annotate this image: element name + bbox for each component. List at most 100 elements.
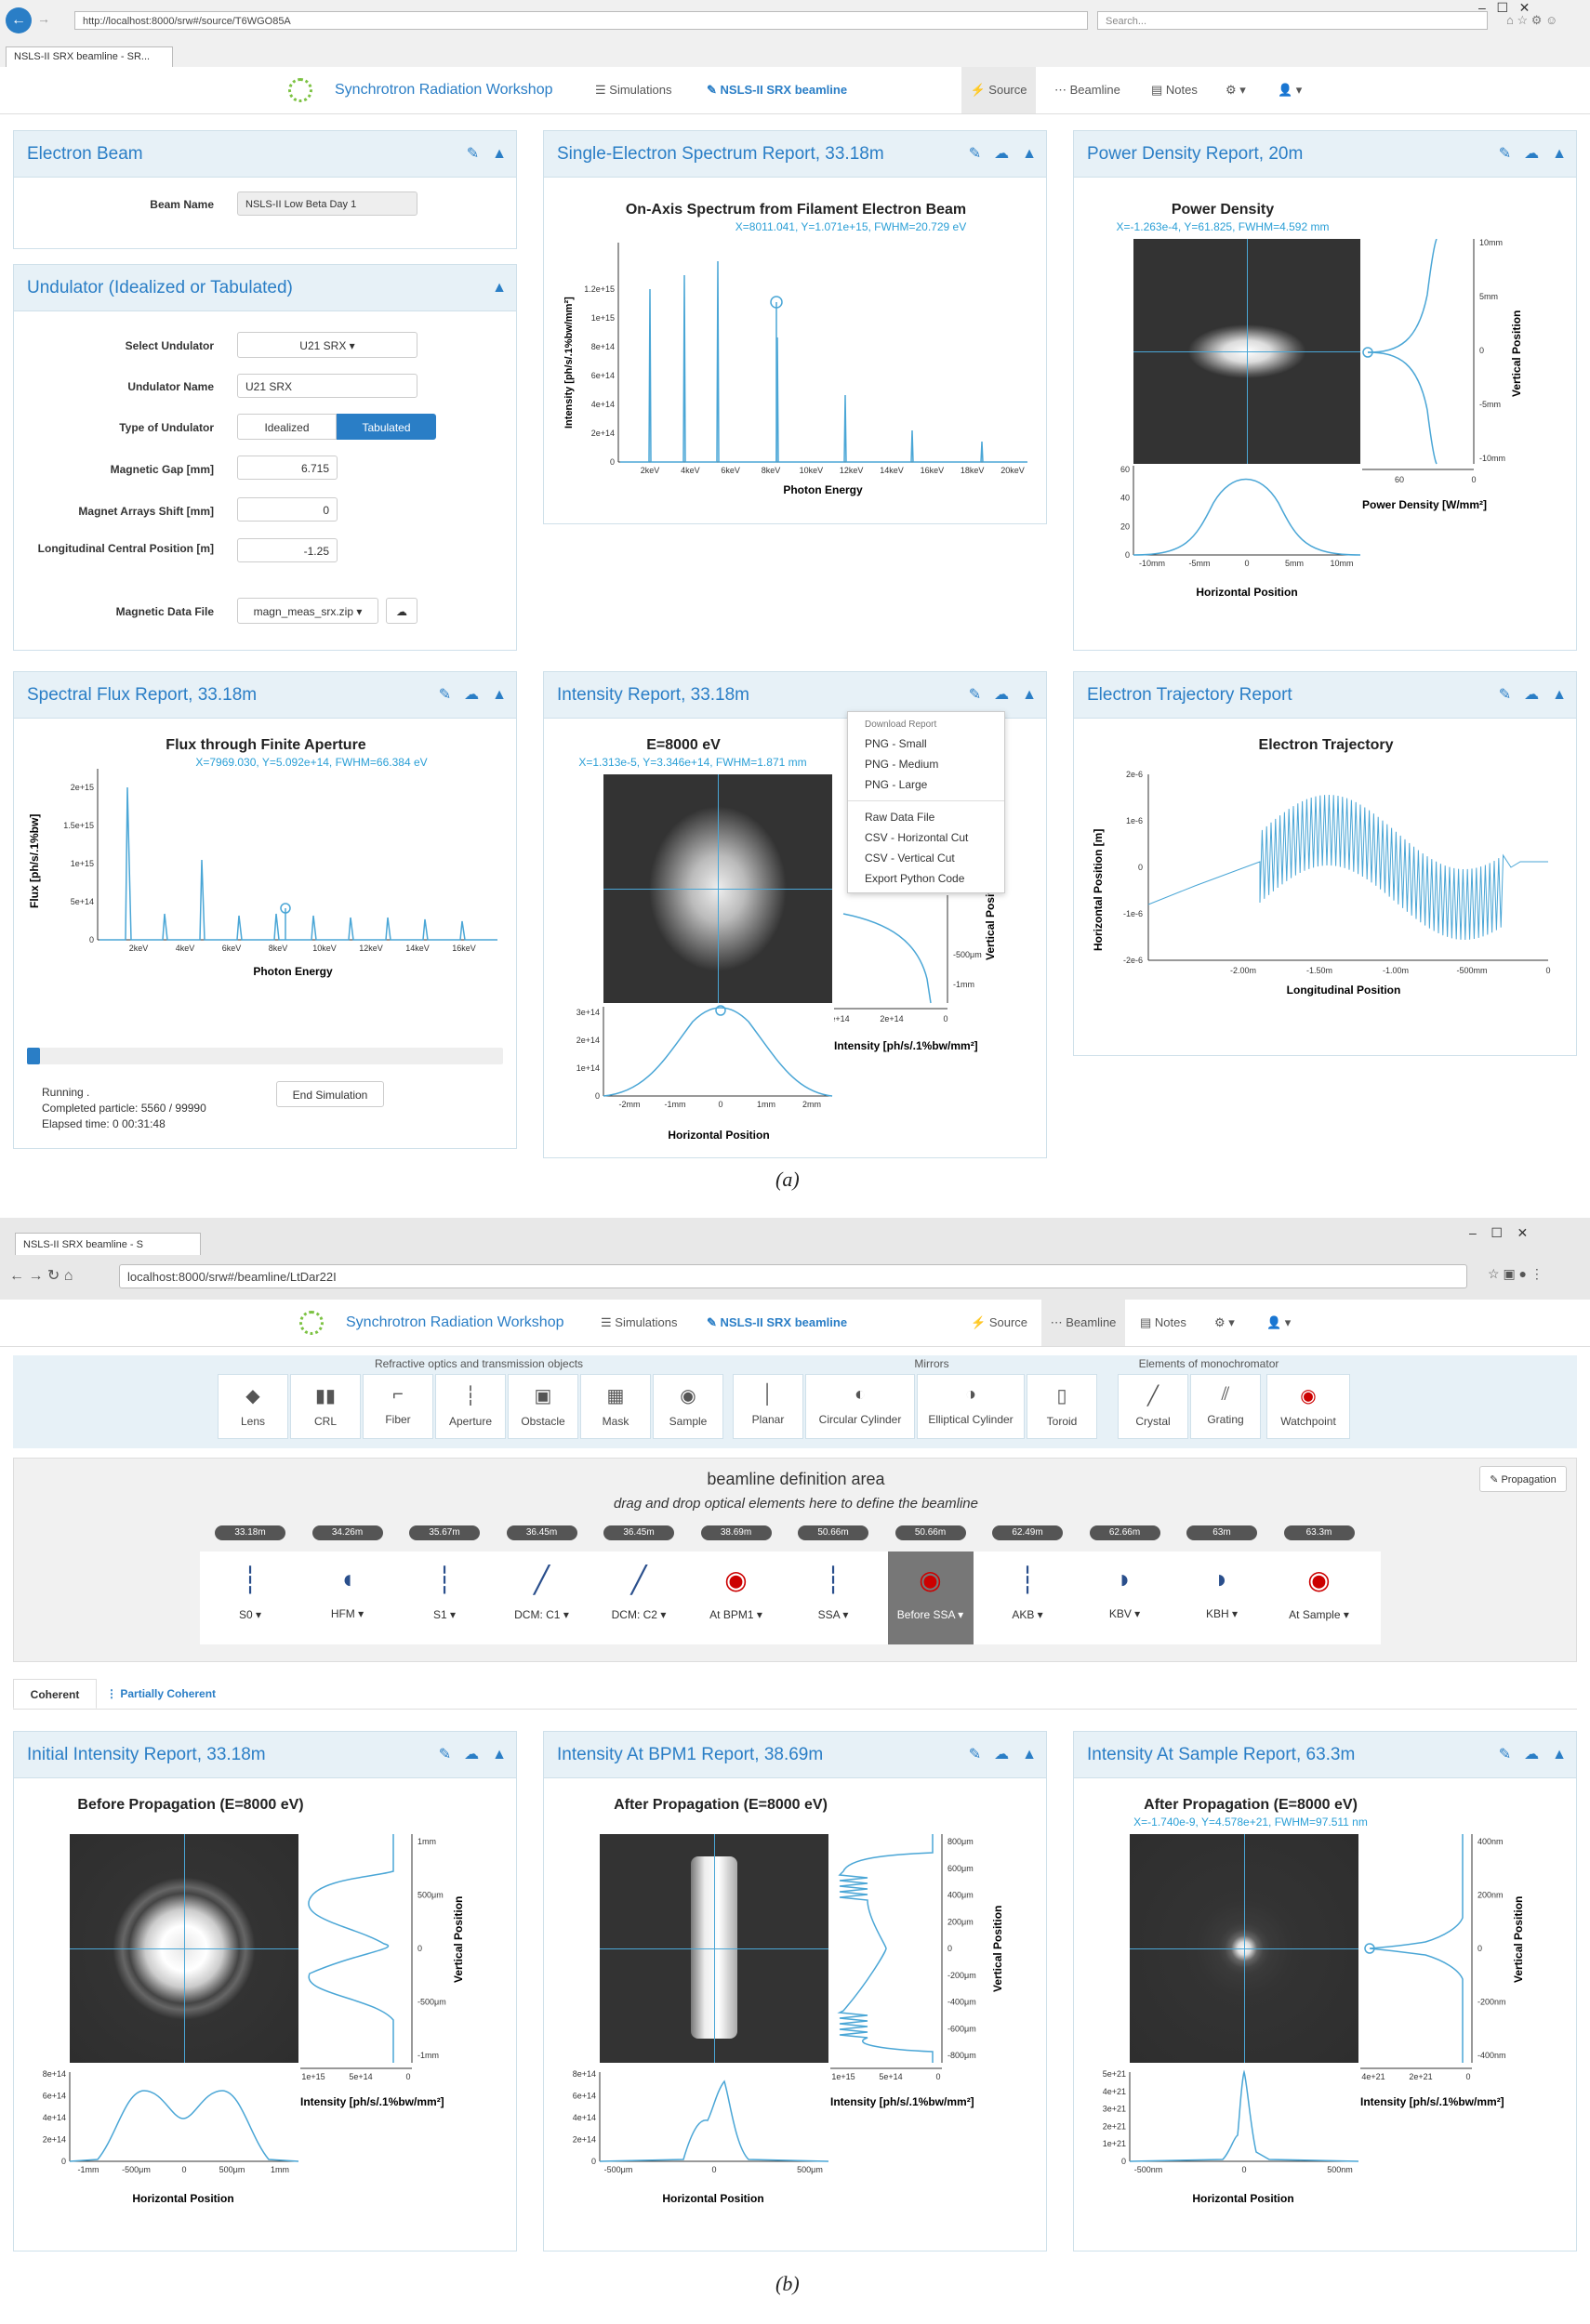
element-name[interactable]: HFM ▾ [330,1607,364,1620]
tool-grating[interactable]: ⫽ Grating [1190,1374,1261,1439]
download-icon[interactable]: ☁ [464,1747,480,1763]
beamline-element[interactable]: ┆ AKB ▾ [985,1552,1070,1644]
edit-icon[interactable]: ✎ [438,1747,452,1763]
type-idealized-button[interactable]: Idealized [237,414,337,440]
collapse-icon[interactable]: ▲ [492,146,507,162]
nav-source[interactable]: ⚡ Source [961,67,1036,113]
beam-name-field[interactable]: NSLS-II Low Beta Day 1 [237,191,417,216]
browser-icons[interactable]: ⌂ ☆ ⚙ ☺ [1506,13,1558,27]
beamline-element[interactable]: ╱ DCM: C2 ▾ [596,1552,682,1644]
tool-aperture[interactable]: ┆ Aperture [435,1374,506,1439]
tool-elliptical-cylinder[interactable]: ◑ Elliptical Cylinder [917,1374,1025,1439]
download-icon[interactable]: ☁ [1524,687,1540,703]
gap-field[interactable]: 6.715 [237,456,338,480]
user-icon[interactable]: 👤 ▾ [1266,1315,1292,1329]
beamline-element[interactable]: ╱ DCM: C1 ▾ [499,1552,585,1644]
edit-icon[interactable]: ✎ [968,146,982,162]
download-icon[interactable]: ☁ [994,687,1010,703]
forward-icon[interactable]: → [37,11,50,26]
beamline-element[interactable]: ┆ S0 ▾ [207,1552,293,1644]
tool-mask[interactable]: ▦ Mask [580,1374,651,1439]
tool-fiber[interactable]: ⌐ Fiber [363,1374,433,1439]
browser-search-input[interactable]: Search... [1097,11,1488,30]
nav-beamline[interactable]: ⋯ Beamline [1054,83,1120,97]
nav-notes[interactable]: ▤ Notes [1140,1315,1186,1329]
element-name[interactable]: At Sample ▾ [1289,1608,1349,1621]
menu-png-small[interactable]: PNG - Small [865,737,927,750]
tab-partially-coherent[interactable]: ⋮ Partially Coherent [106,1687,217,1700]
beamline-element[interactable]: ◉ At BPM1 ▾ [694,1552,779,1644]
propagation-button[interactable]: ✎ Propagation [1479,1466,1567,1492]
nav-source[interactable]: ⚡ Source [971,1315,1028,1329]
browser-icons[interactable]: ☆ ▣ ● ⋮ [1488,1266,1544,1281]
user-icon[interactable]: 👤 ▾ [1278,83,1303,97]
element-name[interactable]: S1 ▾ [432,1608,457,1621]
tool-toroid[interactable]: ▯ Toroid [1027,1374,1097,1439]
beamline-element[interactable]: ┆ S1 ▾ [402,1552,487,1644]
brand-title[interactable]: Synchrotron Radiation Workshop [335,82,553,98]
nav-simulations[interactable]: ☰ Simulations [595,83,672,97]
element-name[interactable]: S0 ▾ [238,1608,262,1621]
element-name[interactable]: At BPM1 ▾ [709,1608,762,1621]
brand-title[interactable]: Synchrotron Radiation Workshop [346,1314,564,1330]
menu-png-large[interactable]: PNG - Large [865,778,928,791]
tool-crl[interactable]: ▮▮ CRL [290,1374,361,1439]
download-icon[interactable]: ☁ [994,146,1010,162]
element-name[interactable]: DCM: C2 ▾ [611,1608,667,1621]
back-icon[interactable]: ← [6,7,32,33]
nav-notes[interactable]: ▤ Notes [1151,83,1198,97]
tool-lens[interactable]: ◆ Lens [218,1374,288,1439]
collapse-icon[interactable]: ▲ [1022,1747,1037,1763]
browser-tab[interactable]: NSLS-II SRX beamline - S [15,1233,201,1255]
beamline-definition-area[interactable]: beamline definition area drag and drop o… [13,1458,1577,1662]
beamline-element[interactable]: ◉ At Sample ▾ [1277,1552,1362,1644]
menu-export-python[interactable]: Export Python Code [865,872,965,885]
element-name[interactable]: KBV ▾ [1108,1607,1141,1620]
undulator-name-field[interactable]: U21 SRX [237,374,417,398]
nav-beamline[interactable]: ⋯ Beamline [1041,1300,1125,1346]
tab-coherent[interactable]: Coherent [13,1679,97,1709]
edit-icon[interactable]: ✎ [1498,1747,1512,1763]
element-name[interactable]: DCM: C1 ▾ [514,1608,569,1621]
menu-png-medium[interactable]: PNG - Medium [865,758,939,771]
menu-raw-data[interactable]: Raw Data File [865,811,935,824]
element-name[interactable]: KBH ▾ [1205,1607,1239,1620]
menu-csv-horizontal[interactable]: CSV - Horizontal Cut [865,831,969,844]
window-controls[interactable]: – ☐ ✕ [1469,1225,1529,1240]
select-undulator-dropdown[interactable]: U21 SRX ▾ [237,332,417,358]
address-bar[interactable]: http://localhost:8000/srw#/source/T6WGO8… [74,11,1088,30]
tool-circular-cylinder[interactable]: ◐ Circular Cylinder [805,1374,915,1439]
beamline-element[interactable]: ◉ Before SSA ▾ [887,1552,974,1644]
download-icon[interactable]: ☁ [1524,1747,1540,1763]
position-field[interactable]: -1.25 [237,538,338,562]
collapse-icon[interactable]: ▲ [492,687,507,703]
beamline-element[interactable]: ┆ SSA ▾ [790,1552,876,1644]
tool-sample[interactable]: ◉ Sample [653,1374,723,1439]
collapse-icon[interactable]: ▲ [1022,687,1037,703]
collapse-icon[interactable]: ▲ [1552,1747,1567,1763]
nav-sim-name[interactable]: ✎ NSLS-II SRX beamline [707,1315,848,1329]
collapse-icon[interactable]: ▲ [492,280,507,296]
collapse-icon[interactable]: ▲ [492,1747,507,1763]
tool-planar[interactable]: │ Planar [733,1374,803,1439]
upload-icon[interactable]: ☁ [386,598,417,624]
nav-simulations[interactable]: ☰ Simulations [601,1315,678,1329]
collapse-icon[interactable]: ▲ [1022,146,1037,162]
download-icon[interactable]: ☁ [1524,146,1540,162]
settings-gear-icon[interactable]: ⚙ ▾ [1214,1315,1235,1329]
nav-arrows-icon[interactable]: ← → ↻ ⌂ [9,1268,73,1284]
address-bar[interactable]: localhost:8000/srw#/beamline/LtDar22I [119,1264,1467,1288]
settings-gear-icon[interactable]: ⚙ ▾ [1226,83,1246,97]
end-simulation-button[interactable]: End Simulation [276,1081,384,1107]
nav-sim-name[interactable]: ✎ NSLS-II SRX beamline [707,83,848,97]
menu-csv-vertical[interactable]: CSV - Vertical Cut [865,852,955,865]
download-icon[interactable]: ☁ [994,1747,1010,1763]
type-tabulated-button[interactable]: Tabulated [337,414,436,440]
tool-obstacle[interactable]: ▣ Obstacle [508,1374,578,1439]
beamline-element[interactable]: ◗ KBH ▾ [1179,1552,1265,1644]
magnetic-file-dropdown[interactable]: magn_meas_srx.zip ▾ [237,598,378,624]
collapse-icon[interactable]: ▲ [1552,146,1567,162]
shift-field[interactable]: 0 [237,497,338,522]
window-controls[interactable]: – ☐ ✕ [1478,0,1530,15]
edit-icon[interactable]: ✎ [968,687,982,703]
